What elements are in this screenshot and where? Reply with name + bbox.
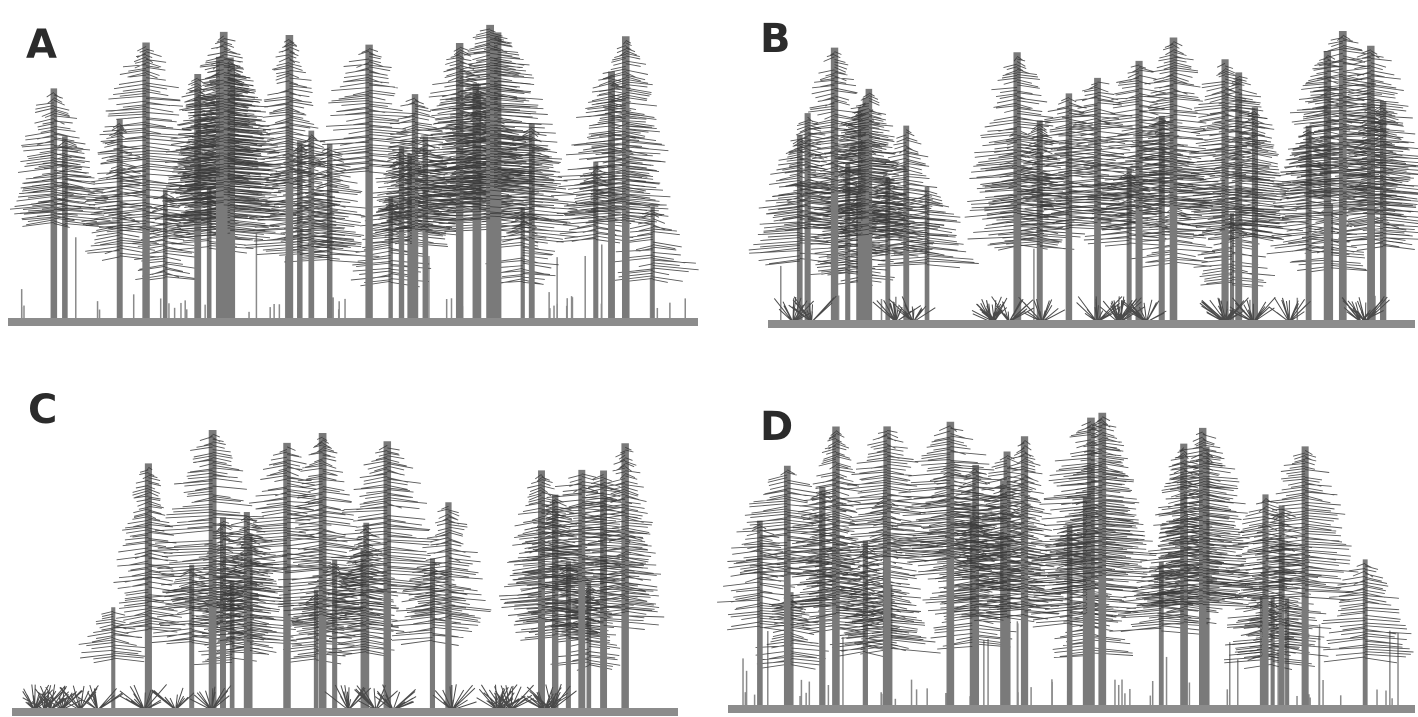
- shrub: [375, 685, 416, 710]
- panel-label: C: [28, 387, 57, 433]
- stand: [8, 25, 699, 326]
- crown: [113, 467, 185, 633]
- figure: A B C D: [0, 0, 1418, 717]
- shrub: [1269, 298, 1311, 323]
- ground: [8, 318, 698, 326]
- panel-label: A: [26, 22, 57, 68]
- shrub: [973, 297, 1007, 322]
- ground: [768, 320, 1415, 328]
- stand: [717, 413, 1415, 713]
- panel-label: B: [760, 16, 791, 62]
- shrub: [433, 684, 477, 710]
- ground: [728, 705, 1415, 713]
- shrub: [152, 688, 194, 710]
- page: A B C D (() => { const data = JSON.parse…: [0, 0, 1418, 717]
- stand: [12, 430, 678, 716]
- forest-stands: [8, 25, 1418, 716]
- ground: [12, 708, 678, 716]
- panel-label: D: [760, 404, 793, 450]
- stand: [749, 31, 1418, 328]
